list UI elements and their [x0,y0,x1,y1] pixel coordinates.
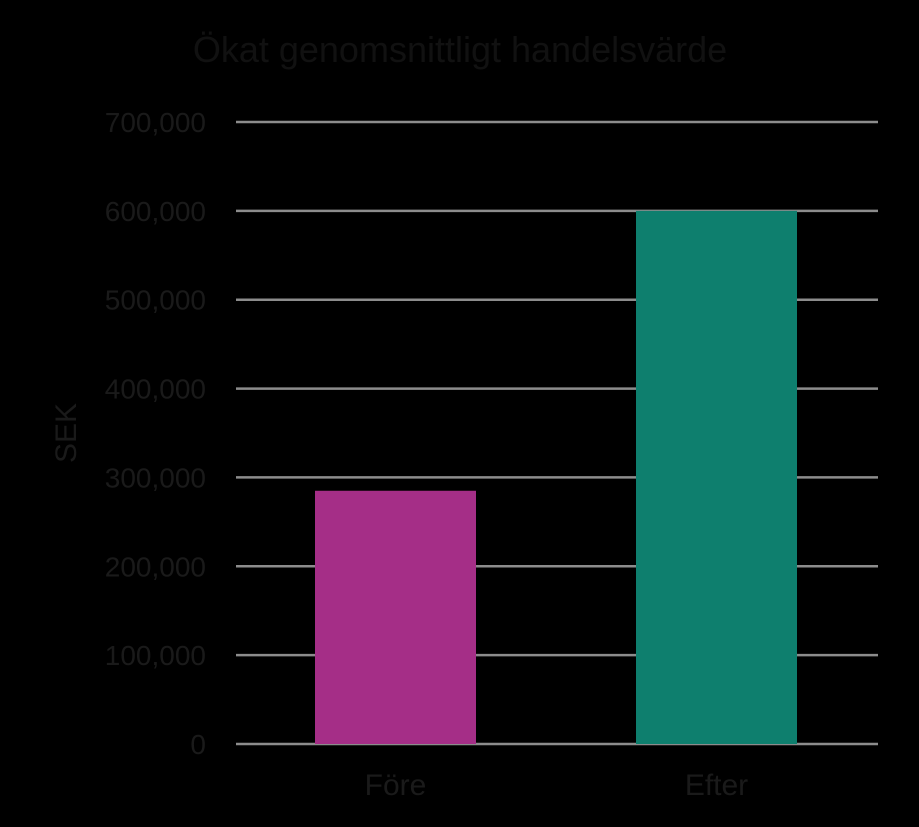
y-axis-label: SEK [50,403,83,463]
bars [315,210,797,744]
y-tick-label: 0 [190,729,206,760]
bar-0 [315,490,476,744]
bar-1 [636,210,797,744]
y-tick-label: 700,000 [105,107,206,138]
y-tick-label: 200,000 [105,551,206,582]
y-tick-label: 600,000 [105,196,206,227]
y-tick-label: 300,000 [105,462,206,493]
y-tick-label: 400,000 [105,374,206,405]
y-tick-label: 100,000 [105,640,206,671]
x-tick-label: Efter [685,769,748,802]
x-tick-labels: Före Efter [365,769,749,802]
x-tick-label: Före [365,769,427,802]
y-tick-labels: 0 100,000 200,000 300,000 400,000 500,000 600,… [105,107,206,760]
y-tick-label: 500,000 [105,285,206,316]
chart-title: Ökat genomsnittligt handelsvärde [193,29,727,70]
